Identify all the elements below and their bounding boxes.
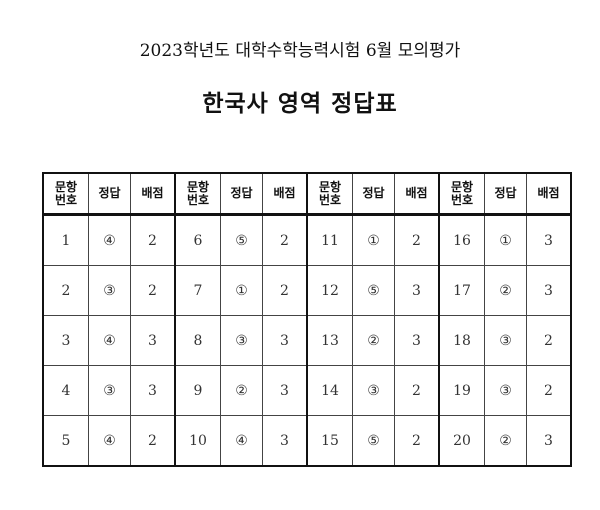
cell-question-number: 9 bbox=[174, 365, 221, 416]
header-question-number: 문항 번호 bbox=[174, 172, 221, 216]
header-points: 배점 bbox=[394, 172, 440, 216]
cell-question-number: 6 bbox=[174, 214, 221, 266]
document-subtitle: 한국사 영역 정답표 bbox=[202, 90, 398, 117]
cell-answer: ③ bbox=[352, 365, 395, 416]
cell-answer: ④ bbox=[88, 415, 131, 467]
document-title: 2023학년도 대학수학능력시험 6월 모의평가 bbox=[139, 41, 461, 61]
cell-answer: ③ bbox=[88, 365, 131, 416]
cell-points: 3 bbox=[526, 415, 572, 467]
cell-question-number: 5 bbox=[42, 415, 89, 467]
cell-points: 2 bbox=[262, 265, 308, 316]
cell-answer: ④ bbox=[220, 415, 263, 467]
cell-answer: ④ bbox=[88, 315, 131, 366]
cell-points: 2 bbox=[130, 415, 176, 467]
cell-question-number: 4 bbox=[42, 365, 89, 416]
cell-points: 2 bbox=[130, 214, 176, 266]
header-question-number: 문항 번호 bbox=[306, 172, 353, 216]
cell-question-number: 8 bbox=[174, 315, 221, 366]
cell-question-number: 3 bbox=[42, 315, 89, 366]
cell-answer: ③ bbox=[484, 365, 527, 416]
header-points: 배점 bbox=[526, 172, 572, 216]
cell-question-number: 1 bbox=[42, 214, 89, 266]
cell-question-number: 11 bbox=[306, 214, 353, 266]
table-row: 2 ③ 2 7 ① 2 12 ⑤ 3 17 ② 3 bbox=[42, 265, 572, 316]
cell-question-number: 17 bbox=[438, 265, 485, 316]
cell-answer: ① bbox=[352, 214, 395, 266]
cell-points: 2 bbox=[394, 365, 440, 416]
header-answer: 정답 bbox=[220, 172, 263, 216]
cell-points: 3 bbox=[262, 315, 308, 366]
cell-points: 3 bbox=[262, 365, 308, 416]
cell-points: 3 bbox=[130, 365, 176, 416]
cell-answer: ② bbox=[484, 265, 527, 316]
cell-question-number: 13 bbox=[306, 315, 353, 366]
cell-question-number: 16 bbox=[438, 214, 485, 266]
header-points: 배점 bbox=[262, 172, 308, 216]
cell-points: 2 bbox=[262, 214, 308, 266]
cell-answer: ③ bbox=[220, 315, 263, 366]
cell-points: 3 bbox=[394, 265, 440, 316]
cell-question-number: 20 bbox=[438, 415, 485, 467]
table-row: 4 ③ 3 9 ② 3 14 ③ 2 19 ③ 2 bbox=[42, 365, 572, 416]
cell-points: 3 bbox=[130, 315, 176, 366]
cell-answer: ⑤ bbox=[352, 415, 395, 467]
cell-answer: ② bbox=[220, 365, 263, 416]
cell-points: 2 bbox=[526, 315, 572, 366]
cell-answer: ① bbox=[220, 265, 263, 316]
header-answer: 정답 bbox=[352, 172, 395, 216]
cell-question-number: 2 bbox=[42, 265, 89, 316]
cell-question-number: 19 bbox=[438, 365, 485, 416]
cell-answer: ② bbox=[484, 415, 527, 467]
table-header-row: 문항 번호 정답 배점 문항 번호 정답 배점 문항 번호 정답 배점 문항 번호 정답 배점 bbox=[42, 172, 572, 216]
cell-answer: ⑤ bbox=[220, 214, 263, 266]
cell-points: 2 bbox=[394, 214, 440, 266]
header-answer: 정답 bbox=[88, 172, 131, 216]
cell-points: 2 bbox=[394, 415, 440, 467]
cell-points: 3 bbox=[394, 315, 440, 366]
cell-question-number: 15 bbox=[306, 415, 353, 467]
cell-question-number: 14 bbox=[306, 365, 353, 416]
cell-points: 3 bbox=[526, 214, 572, 266]
cell-answer: ② bbox=[352, 315, 395, 366]
table-row: 3 ④ 3 8 ③ 3 13 ② 3 18 ③ 2 bbox=[42, 315, 572, 366]
cell-answer: ⑤ bbox=[352, 265, 395, 316]
header-question-number: 문항 번호 bbox=[438, 172, 485, 216]
cell-points: 3 bbox=[262, 415, 308, 467]
table-row: 5 ④ 2 10 ④ 3 15 ⑤ 2 20 ② 3 bbox=[42, 415, 572, 467]
cell-question-number: 12 bbox=[306, 265, 353, 316]
cell-answer: ① bbox=[484, 214, 527, 266]
table-row: 1 ④ 2 6 ⑤ 2 11 ① 2 16 ① 3 bbox=[42, 214, 572, 266]
cell-points: 3 bbox=[526, 265, 572, 316]
header-points: 배점 bbox=[130, 172, 176, 216]
cell-question-number: 18 bbox=[438, 315, 485, 366]
cell-question-number: 7 bbox=[174, 265, 221, 316]
cell-points: 2 bbox=[130, 265, 176, 316]
header-answer: 정답 bbox=[484, 172, 527, 216]
cell-answer: ③ bbox=[484, 315, 527, 366]
cell-question-number: 10 bbox=[174, 415, 221, 467]
header-question-number: 문항 번호 bbox=[42, 172, 89, 216]
cell-answer: ③ bbox=[88, 265, 131, 316]
cell-answer: ④ bbox=[88, 214, 131, 266]
cell-points: 2 bbox=[526, 365, 572, 416]
